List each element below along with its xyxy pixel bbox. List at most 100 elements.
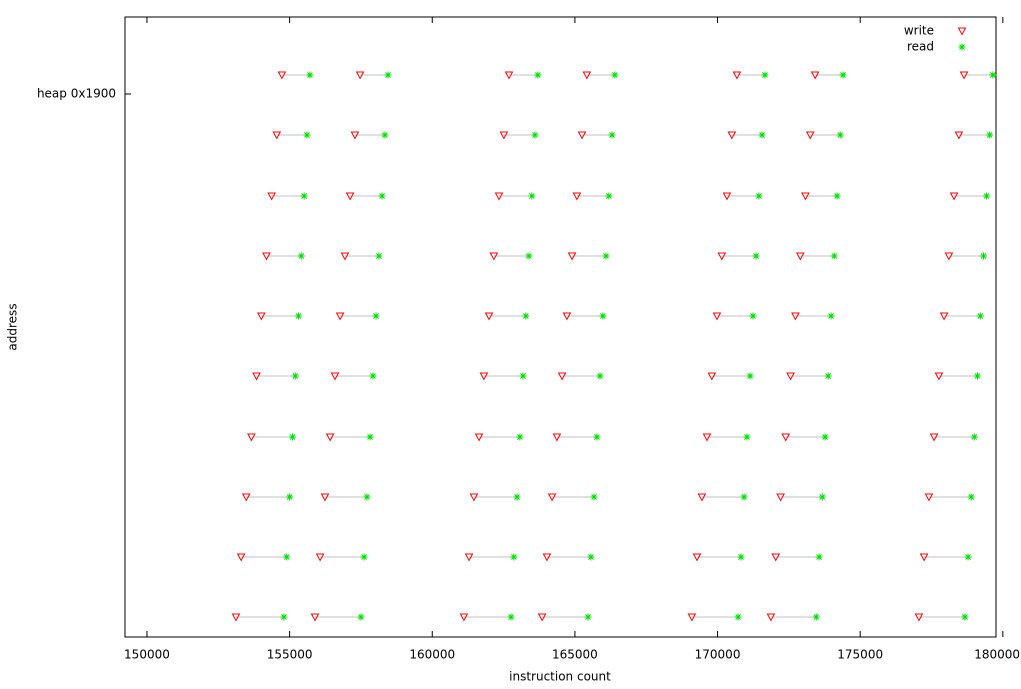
- read-point: [522, 312, 530, 320]
- read-point: [384, 71, 392, 79]
- read-point: [516, 433, 524, 441]
- read-point: [363, 493, 371, 501]
- x-axis-label: instruction count: [509, 670, 611, 684]
- write-point: [692, 553, 702, 562]
- read-point: [366, 433, 374, 441]
- write-point: [355, 71, 365, 80]
- read-point: [755, 192, 763, 200]
- read-point: [986, 131, 994, 139]
- read-point: [821, 433, 829, 441]
- write-point: [247, 433, 256, 442]
- write-point: [267, 192, 276, 201]
- read-point: [357, 613, 365, 621]
- read-point: [602, 252, 610, 260]
- write-point: [954, 131, 964, 140]
- write-point: [350, 131, 360, 140]
- plot-frame: [124, 16, 997, 638]
- write-point: [494, 192, 504, 201]
- read-point: [528, 192, 536, 200]
- read-point: [596, 372, 604, 380]
- read-point: [839, 71, 847, 79]
- write-point: [257, 312, 266, 321]
- read-point: [584, 613, 592, 621]
- write-point: [504, 71, 514, 80]
- read-point: [288, 433, 296, 441]
- write-point: [717, 252, 727, 261]
- write-point: [722, 192, 732, 201]
- write-point: [310, 613, 320, 622]
- read-point: [989, 71, 997, 79]
- read-point: [983, 192, 991, 200]
- read-point: [294, 312, 302, 320]
- read-point: [749, 312, 757, 320]
- write-point: [474, 433, 484, 442]
- read-point: [291, 372, 299, 380]
- write-point: [552, 433, 562, 442]
- write-point: [766, 613, 776, 622]
- write-point: [484, 312, 494, 321]
- read-point: [758, 131, 766, 139]
- write-point: [687, 613, 697, 622]
- read-point: [534, 71, 542, 79]
- write-point: [781, 433, 791, 442]
- read-point: [611, 71, 619, 79]
- write-point: [277, 71, 287, 80]
- write-point: [547, 493, 557, 502]
- legend-label: write: [904, 24, 934, 38]
- write-point: [557, 372, 567, 381]
- read-point: [743, 433, 751, 441]
- write-point: [732, 71, 742, 80]
- read-point: [967, 493, 975, 501]
- x-tick-label: 170000: [695, 648, 741, 662]
- write-point: [231, 613, 241, 622]
- write-point: [577, 131, 587, 140]
- write-point: [345, 192, 355, 201]
- read-point: [979, 252, 987, 260]
- write-point: [252, 372, 261, 381]
- legend-marker: [958, 43, 966, 51]
- write-point: [489, 252, 499, 261]
- read-point: [507, 613, 515, 621]
- read-point: [605, 192, 613, 200]
- write-point: [801, 192, 810, 201]
- write-point: [727, 131, 737, 140]
- legend-marker: [957, 27, 967, 36]
- read-point: [815, 553, 823, 561]
- read-point: [286, 493, 294, 501]
- write-point: [330, 372, 340, 381]
- x-tick-label: 175000: [837, 648, 883, 662]
- write-point: [262, 252, 271, 261]
- read-point: [297, 252, 305, 260]
- write-point: [959, 71, 969, 80]
- read-point: [513, 493, 521, 501]
- write-point: [697, 493, 707, 502]
- write-point: [340, 252, 350, 261]
- read-point: [590, 493, 598, 501]
- read-point: [970, 433, 978, 441]
- read-point: [737, 553, 745, 561]
- read-point: [303, 131, 311, 139]
- write-point: [542, 553, 552, 562]
- write-point: [919, 553, 929, 562]
- write-point: [335, 312, 345, 321]
- write-point: [791, 312, 800, 321]
- read-point: [306, 71, 314, 79]
- write-point: [786, 372, 795, 381]
- read-point: [746, 372, 754, 380]
- read-point: [827, 312, 835, 320]
- read-point: [300, 192, 308, 200]
- read-point: [593, 433, 601, 441]
- legend-label: read: [907, 40, 934, 54]
- write-point: [479, 372, 489, 381]
- read-point: [599, 312, 607, 320]
- read-point: [973, 372, 981, 380]
- write-point: [939, 312, 949, 321]
- read-point: [752, 252, 760, 260]
- read-point: [961, 613, 969, 621]
- read-point: [964, 553, 972, 561]
- read-point: [830, 252, 838, 260]
- read-point: [280, 613, 288, 621]
- read-point: [740, 493, 748, 501]
